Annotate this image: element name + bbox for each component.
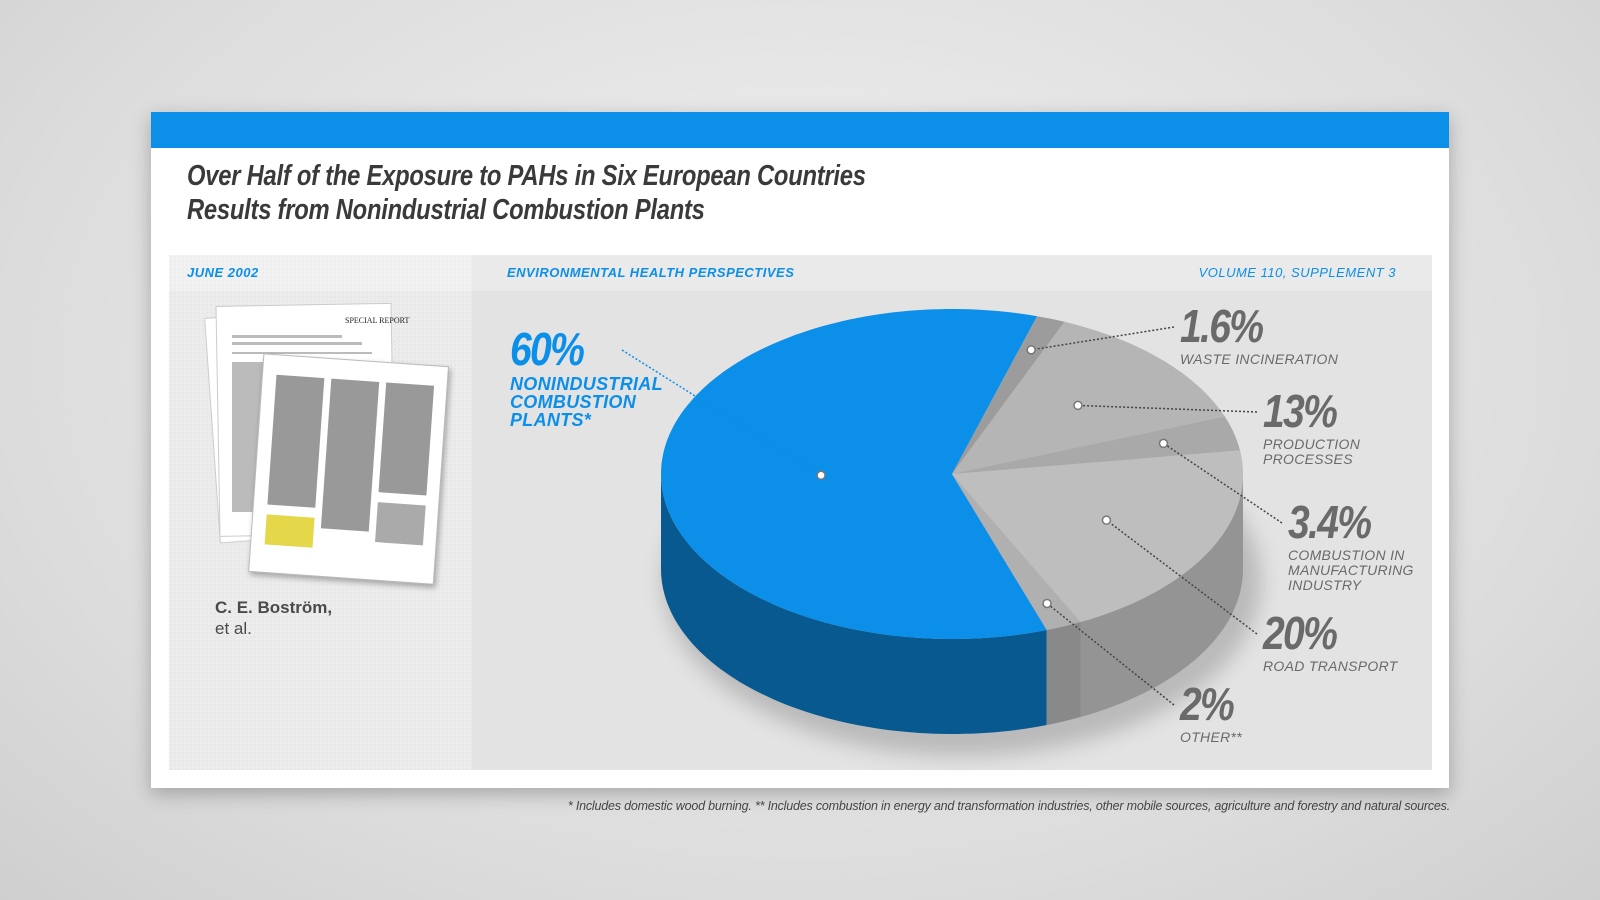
slice-label: 1.6% WASTE INCINERATION [1180,303,1380,367]
slice-dot [816,470,826,481]
value-label: 60% [510,323,585,375]
slice-dot [1073,400,1083,411]
slice-label: 20% ROAD TRANSPORT [1263,610,1463,674]
header-bar [151,112,1449,148]
category-label: ROAD TRANSPORT [1263,658,1398,674]
value-label: 13% [1263,385,1338,437]
slice-label: 13% PRODUCTION PROCESSES [1263,388,1383,467]
pie-slice [952,450,1243,622]
slice-side [1046,622,1081,725]
slice-side [1080,474,1243,717]
date: JUNE 2002 [187,265,259,280]
journal: ENVIRONMENTAL HEALTH PERSPECTIVES [507,265,795,280]
category-label: NONINDUSTRIAL COMBUSTION PLANTS* [510,374,663,430]
value-label: 1.6% [1180,300,1264,352]
pie-slice [952,416,1240,474]
pie-slice [952,321,1225,474]
author: C. E. Boström, [215,598,333,617]
slice-dot [1042,598,1052,609]
leader-line [1046,602,1175,706]
leader-line [1105,519,1258,635]
slice-side [661,474,1047,734]
paper-text [264,374,435,548]
volume: VOLUME 110, SUPPLEMENT 3 [1198,265,1396,280]
slice-label: 60% NONINDUSTRIAL COMBUSTION PLANTS* [510,326,710,429]
value-label: 20% [1263,607,1338,659]
leader-line [1077,404,1258,413]
slice-label: 2% OTHER** [1180,681,1380,745]
value-label: 2% [1180,678,1235,730]
slice-label: 3.4% COMBUSTION IN MANUFACTURING INDUSTRY [1288,499,1418,593]
pie-slice [661,309,1047,639]
category-label: COMBUSTION IN MANUFACTURING INDUSTRY [1288,547,1414,593]
title-line: Results from Nonindustrial Combustion Pl… [187,194,705,226]
paper-thumbnail: SPECIAL REPORT [204,302,449,585]
author-note: et al. [215,619,252,638]
title-line: Over Half of the Exposure to PAHs in Six… [187,160,866,192]
footnote: * Includes domestic wood burning. ** Inc… [567,799,1450,813]
paper-header: SPECIAL REPORT [345,316,409,325]
leader-line [1031,326,1175,351]
category-label: PRODUCTION PROCESSES [1263,436,1361,467]
slice-dot [1101,515,1112,525]
pie-slice [952,316,1065,474]
slice-dot [1026,345,1036,355]
pie-slice [952,474,1081,630]
leader-line [621,349,822,476]
slice-dot [1158,438,1169,449]
info-strip [169,255,1432,291]
category-label: WASTE INCINERATION [1180,351,1339,367]
category-label: OTHER** [1180,729,1242,745]
value-label: 3.4% [1288,496,1372,548]
